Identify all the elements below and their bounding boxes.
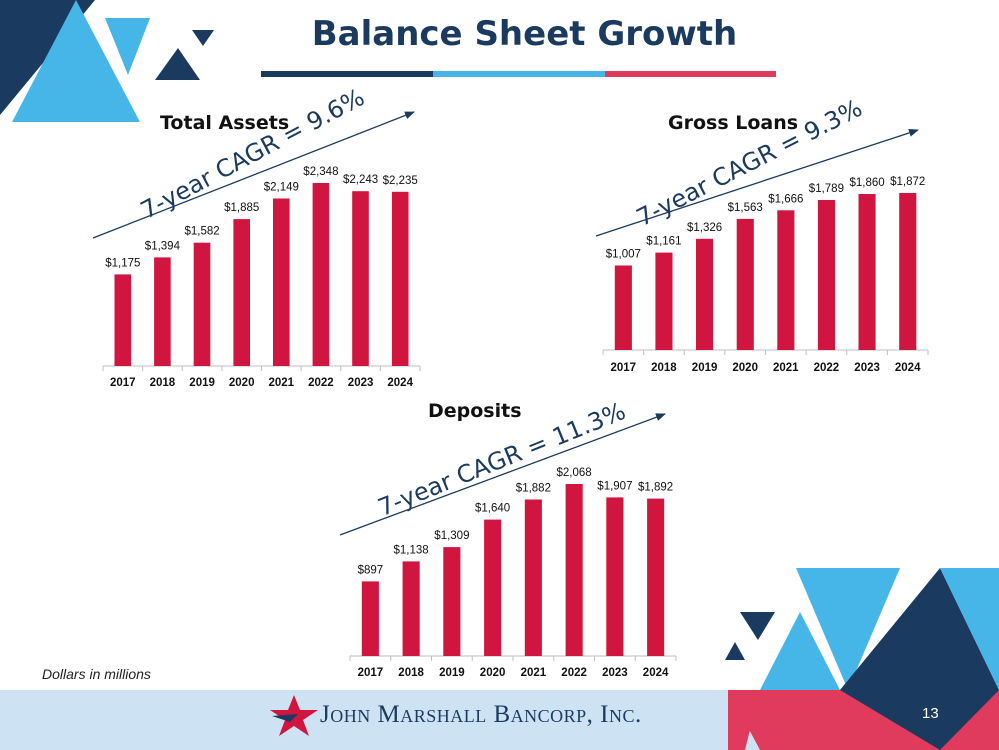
gross-loans-category-label: 2020 <box>732 362 758 374</box>
total-assets-bar-2021 <box>273 198 290 366</box>
total-assets-data-label: $1,394 <box>145 240 181 252</box>
deposits-bar-2018 <box>402 561 420 656</box>
deposits-category-label: 2022 <box>561 667 587 679</box>
deposits-category-label: 2019 <box>439 667 465 679</box>
page-title: Balance Sheet Growth <box>311 14 738 54</box>
deposits-category-label: 2021 <box>521 667 547 679</box>
gross-loans-bar-2022 <box>817 200 835 350</box>
total-assets-bar-2022 <box>312 183 330 366</box>
total-assets-category-label: 2022 <box>308 377 334 389</box>
deposits-data-label: $1,892 <box>638 482 673 494</box>
total-assets-category-label: 2023 <box>348 377 374 389</box>
gross-loans-category-label: 2021 <box>773 362 799 374</box>
units-note: Dollars in millions <box>42 666 151 682</box>
page-number: 13 <box>922 705 939 722</box>
total-assets-data-label: $2,348 <box>303 166 338 178</box>
gross-loans-data-label: $1,161 <box>646 236 681 248</box>
title-underline <box>261 71 776 77</box>
chart-title-gross-loans: Gross Loans <box>668 112 799 134</box>
gross-loans-category-label: 2019 <box>692 362 718 374</box>
star-logo-icon <box>270 695 318 736</box>
gross-loans-trend-arrow <box>595 129 919 237</box>
deposits-data-label: $1,907 <box>597 480 632 492</box>
gross-loans-bar-2023 <box>858 194 876 350</box>
total-assets-bar-2018 <box>154 257 171 366</box>
total-assets-category-label: 2024 <box>387 377 413 389</box>
gross-loans-data-label: $1,789 <box>809 183 844 195</box>
gross-loans-data-label: $1,872 <box>890 176 925 188</box>
deposits-category-label: 2018 <box>398 667 424 679</box>
deposits-bar-2019 <box>443 547 461 656</box>
gross-loans-bar-2018 <box>655 252 673 350</box>
deposits-bar-2021 <box>524 499 542 656</box>
total-assets-bar-2023 <box>352 191 369 366</box>
deposits-category-label: 2024 <box>643 667 669 679</box>
total-assets-bar-2024 <box>391 191 409 366</box>
gross-loans-bar-2019 <box>696 238 714 350</box>
total-assets-bar-2020 <box>233 219 250 366</box>
company-logo-text: John Marshall Bancorp, Inc. <box>320 701 642 728</box>
deposits-bar-2022 <box>565 484 583 656</box>
gross-loans-category-label: 2022 <box>814 362 840 374</box>
total-assets-data-label: $2,149 <box>264 182 299 194</box>
total-assets-category-label: 2020 <box>229 377 255 389</box>
gross-loans-data-label: $1,860 <box>850 177 885 189</box>
gross-loans-category-label: 2024 <box>895 362 921 374</box>
chart-title-deposits: Deposits <box>428 400 522 422</box>
total-assets-category-label: 2017 <box>110 377 136 389</box>
deposits-data-label: $1,640 <box>475 503 510 515</box>
gross-loans-data-label: $1,666 <box>768 193 803 205</box>
total-assets-category-label: 2018 <box>150 377 176 389</box>
total-assets-bar-2019 <box>193 242 211 366</box>
deposits-data-label: $897 <box>358 564 384 576</box>
deposits-bar-2024 <box>647 498 665 656</box>
deposits-trend-arrow <box>339 413 666 536</box>
gross-loans-category-label: 2018 <box>651 362 677 374</box>
total-assets-bar-2017 <box>114 274 132 366</box>
gross-loans-category-label: 2023 <box>854 362 880 374</box>
gross-loans-bar-2021 <box>777 210 795 350</box>
deposits-bar-2017 <box>361 581 379 656</box>
deposits-bar-2020 <box>484 519 502 656</box>
chart-title-total-assets: Total Assets <box>160 112 290 134</box>
total-assets-category-label: 2021 <box>269 377 295 389</box>
gross-loans-bar-2024 <box>899 193 917 350</box>
deposits-data-label: $2,068 <box>557 467 592 479</box>
deposits-data-label: $1,882 <box>516 483 551 495</box>
deposits-data-label: $1,138 <box>394 544 429 556</box>
total-assets-category-label: 2019 <box>189 377 215 389</box>
gross-loans-bar-2020 <box>736 218 754 350</box>
deposits-category-label: 2017 <box>358 667 384 679</box>
deposits-bar-2023 <box>606 497 624 656</box>
gross-loans-category-label: 2017 <box>611 362 637 374</box>
total-assets-data-label: $2,235 <box>383 175 418 187</box>
top-left-triangles-decoration <box>0 0 214 122</box>
gross-loans-data-label: $1,563 <box>728 202 763 214</box>
deposits-category-label: 2023 <box>602 667 628 679</box>
gross-loans-data-label: $1,326 <box>687 222 722 234</box>
total-assets-data-label: $1,885 <box>224 202 259 214</box>
deposits-category-label: 2020 <box>480 667 506 679</box>
gross-loans-bar-2017 <box>614 265 632 350</box>
total-assets-data-label: $1,175 <box>105 257 140 269</box>
total-assets-trend-arrow <box>92 111 415 239</box>
total-assets-data-label: $2,243 <box>343 174 378 186</box>
total-assets-data-label: $1,582 <box>185 226 220 238</box>
deposits-data-label: $1,309 <box>434 530 469 542</box>
gross-loans-data-label: $1,007 <box>606 249 641 261</box>
